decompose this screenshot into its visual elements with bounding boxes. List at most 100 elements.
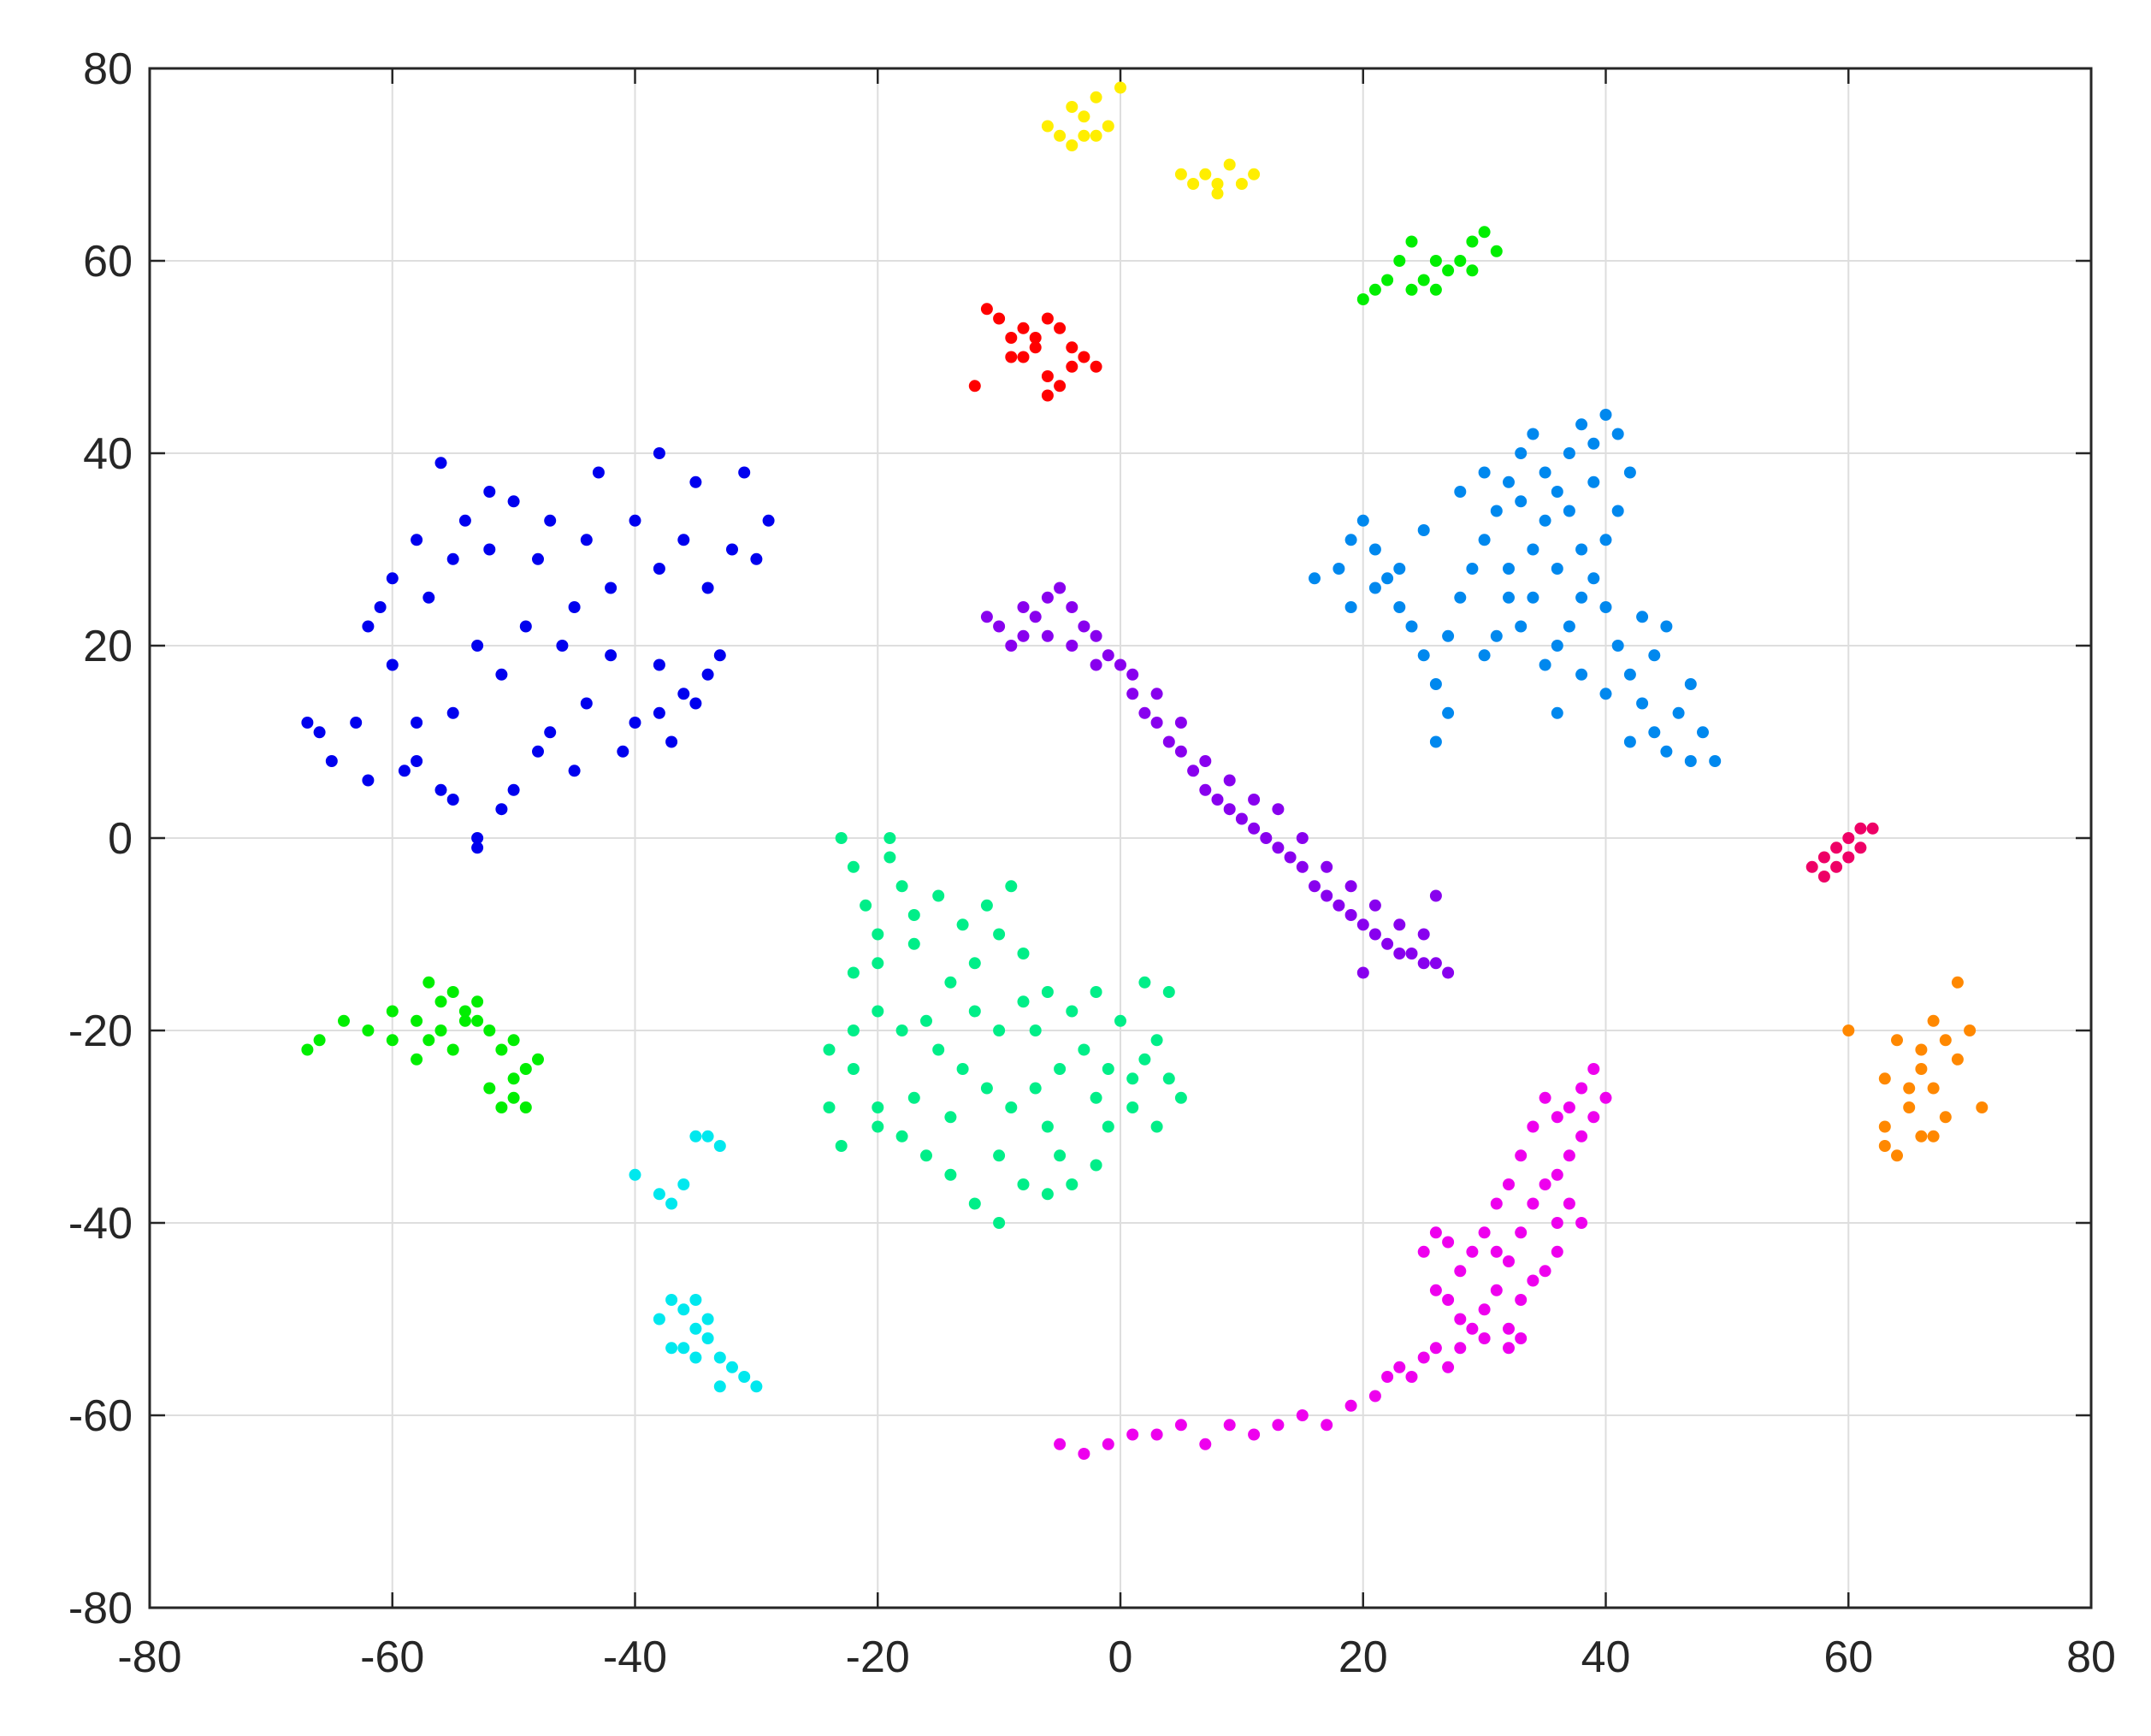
scatter-point [1066, 139, 1078, 151]
scatter-point [1478, 466, 1491, 479]
scatter-point [689, 475, 702, 488]
scatter-point [1005, 332, 1018, 344]
scatter-point [1150, 717, 1163, 729]
scatter-point [1684, 678, 1697, 690]
scatter-point [1915, 1043, 1928, 1056]
scatter-point [507, 1034, 520, 1047]
scatter-point [532, 745, 544, 758]
scatter-point [1405, 620, 1418, 633]
scatter-point [1211, 178, 1224, 190]
scatter-point [1078, 1448, 1090, 1460]
scatter-point [1078, 620, 1090, 633]
scatter-point [1090, 129, 1102, 142]
scatter-point [993, 1217, 1006, 1229]
scatter-point [750, 552, 763, 565]
scatter-point [1454, 1342, 1467, 1355]
scatter-point [1090, 1159, 1102, 1172]
scatter-point [1939, 1111, 1952, 1124]
scatter-point [458, 1005, 471, 1018]
scatter-point [1417, 649, 1430, 662]
scatter-point [629, 1168, 641, 1181]
scatter-point [1054, 380, 1067, 393]
scatter-point [1174, 717, 1187, 729]
scatter-point [507, 783, 520, 796]
scatter-point [665, 1197, 678, 1210]
scatter-point [1344, 880, 1357, 893]
y-tick-label: 0 [108, 814, 133, 864]
scatter-point [1005, 880, 1018, 893]
scatter-point [1272, 803, 1285, 816]
scatter-point [434, 1024, 447, 1036]
scatter-point [677, 688, 690, 700]
scatter-point [1333, 899, 1345, 912]
y-tick-label: -20 [68, 1007, 133, 1056]
x-tick-label: 80 [2066, 1633, 2116, 1682]
scatter-point [1393, 948, 1406, 960]
scatter-point [1515, 620, 1528, 633]
scatter-point [895, 1130, 908, 1143]
scatter-point [653, 563, 665, 575]
scatter-point [1490, 1245, 1503, 1258]
scatter-point [1587, 572, 1600, 585]
scatter-point [1090, 360, 1102, 373]
scatter-point [1126, 1428, 1139, 1441]
scatter-point [519, 1063, 532, 1075]
scatter-point [1891, 1034, 1903, 1047]
scatter-point [1429, 957, 1442, 970]
scatter-point [1174, 1419, 1187, 1432]
scatter-point [1126, 1072, 1139, 1085]
scatter-point [944, 1168, 957, 1181]
scatter-point [1199, 1438, 1212, 1450]
scatter-point [738, 1371, 751, 1383]
scatter-point [653, 1188, 665, 1201]
scatter-point [1393, 918, 1406, 931]
scatter-point [968, 957, 981, 970]
scatter-point [1321, 889, 1333, 902]
scatter-point [1563, 1197, 1575, 1210]
scatter-point [1539, 1178, 1551, 1190]
x-tick-label: -60 [360, 1633, 424, 1682]
scatter-point [1417, 928, 1430, 941]
scatter-point [993, 1024, 1006, 1036]
scatter-point [1054, 1063, 1067, 1075]
scatter-point [495, 668, 508, 681]
scatter-point [1272, 1419, 1285, 1432]
scatter-point [872, 957, 884, 970]
scatter-point [1417, 274, 1430, 286]
scatter-point [1527, 591, 1539, 604]
scatter-point [1041, 1120, 1054, 1133]
scatter-point [423, 591, 435, 604]
scatter-point [568, 601, 581, 613]
scatter-point [1551, 1217, 1563, 1229]
scatter-point [1041, 591, 1054, 604]
scatter-point [1575, 668, 1588, 681]
scatter-point [1490, 1197, 1503, 1210]
x-tick-label: -40 [603, 1633, 667, 1682]
scatter-point [483, 543, 496, 556]
scatter-point [1539, 466, 1551, 479]
y-tick-labels: 80 60 40 20 0 -20 -40 -60 -80 [68, 44, 133, 1633]
scatter-point [338, 1014, 350, 1027]
scatter-point [1054, 582, 1067, 594]
scatter-point [860, 899, 872, 912]
scatter-point [677, 1178, 690, 1190]
scatter-point [1235, 178, 1248, 190]
scatter-point [1442, 264, 1455, 277]
scatter-point [1066, 1005, 1078, 1018]
scatter-point [544, 726, 557, 739]
scatter-point [689, 1322, 702, 1335]
scatter-point [1611, 640, 1624, 652]
scatter-point [398, 765, 411, 777]
scatter-point [532, 1053, 544, 1066]
scatter-point [1599, 1091, 1612, 1104]
scatter-point [1503, 591, 1515, 604]
scatter-point [1503, 563, 1515, 575]
scatter-point [1041, 629, 1054, 642]
scatter-point [653, 706, 665, 719]
scatter-point [1575, 591, 1588, 604]
scatter-series-10 [1805, 822, 1879, 883]
scatter-point [1054, 1149, 1067, 1162]
scatter-point [446, 1043, 459, 1056]
scatter-point [1490, 245, 1503, 257]
